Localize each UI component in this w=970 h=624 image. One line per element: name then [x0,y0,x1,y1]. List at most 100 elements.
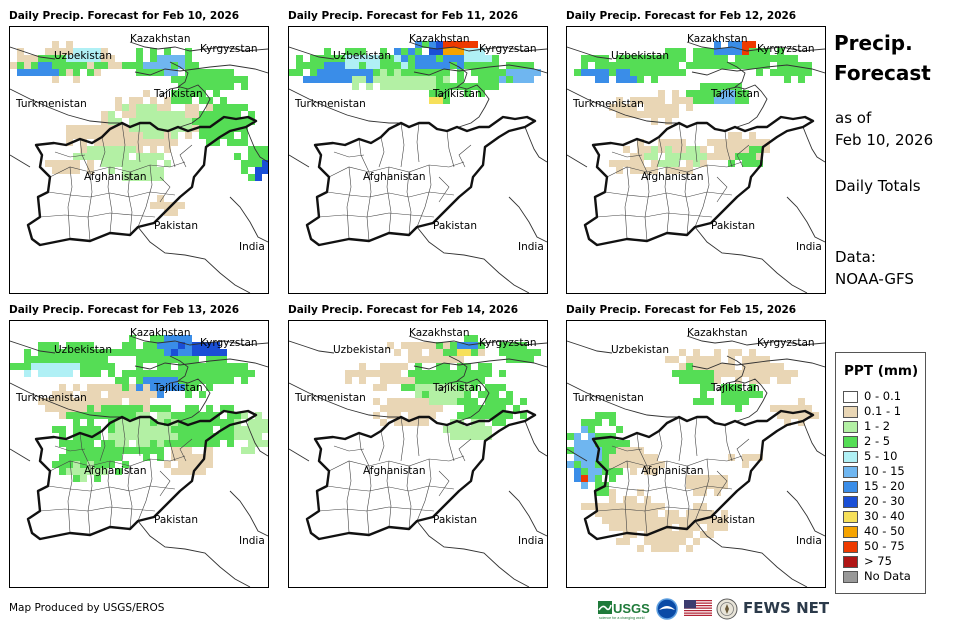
sidebar-title: Precip. Forecast [834,28,931,88]
country-label-kyrgyzstan: Kyrgyzstan [479,43,537,55]
country-label-afghanistan: Afghanistan [363,171,426,183]
legend-item: 1 - 2 [843,419,890,433]
country-label-kyrgyzstan: Kyrgyzstan [757,43,815,55]
precip-field [10,41,268,216]
country-label-pakistan: Pakistan [711,514,755,526]
province-boundaries [318,416,472,536]
country-label-tajikistan: Tajikistan [154,382,203,394]
legend-swatch [843,495,858,508]
country-label-afghanistan: Afghanistan [363,465,426,477]
noaa-logo-icon [656,598,678,624]
panel-title-1: Daily Precip. Forecast for Feb 10, 2026 [9,10,240,22]
legend-item: 15 - 20 [843,479,905,493]
panel-title-6: Daily Precip. Forecast for Feb 15, 2026 [566,304,797,316]
country-label-kazakhstan: Kazakhstan [687,33,748,45]
legend-item: 5 - 10 [843,449,897,463]
country-label-turkmenistan: Turkmenistan [295,98,366,110]
legend-swatch [843,390,858,403]
afghanistan-border [305,115,537,247]
usgs-logo: USGS science for a changing world [598,598,650,624]
precip-map [10,335,268,587]
state-department-seal-icon [716,598,738,624]
map-panel-feb11: Kazakhstan Kyrgyzstan Uzbekistan Tajikistan… [288,26,548,294]
afghanistan-border [26,115,258,247]
map-panel-feb10: Kazakhstan Kyrgyzstan Uzbekistan Tajikistan… [9,26,269,294]
legend-swatch [843,435,858,448]
country-label-kyrgyzstan: Kyrgyzstan [479,337,537,349]
legend-swatch [843,480,858,493]
country-label-kazakhstan: Kazakhstan [409,33,470,45]
country-label-afghanistan: Afghanistan [84,465,147,477]
usgs-tagline: science for a changing world [599,616,645,620]
legend-swatch [843,540,858,553]
country-label-tajikistan: Tajikistan [711,88,760,100]
country-label-kazakhstan: Kazakhstan [130,33,191,45]
country-label-uzbekistan: Uzbekistan [611,50,669,62]
fews-net-logo: FEWS NET [743,599,830,617]
as-of-date: Feb 10, 2026 [835,131,934,149]
country-label-tajikistan: Tajikistan [433,382,482,394]
legend-item: > 75 [843,554,892,568]
legend-label: 5 - 10 [864,449,898,463]
province-boundaries [596,122,750,242]
usgs-logo-text: USGS [613,601,650,616]
province-boundaries [39,416,193,536]
country-label-turkmenistan: Turkmenistan [573,98,644,110]
country-label-uzbekistan: Uzbekistan [333,344,391,356]
country-label-kazakhstan: Kazakhstan [687,327,748,339]
daily-totals-label: Daily Totals [835,177,921,195]
map-panel-feb14: Kazakhstan Kyrgyzstan Uzbekistan Tajikistan… [288,320,548,588]
province-boundaries [596,416,750,536]
precip-map [289,335,547,587]
us-flag-icon [684,600,712,620]
precip-field [345,335,541,440]
country-label-uzbekistan: Uzbekistan [333,50,391,62]
legend-swatch [843,465,858,478]
map-panel-feb13: Kazakhstan Kyrgyzstan Uzbekistan Tajikistan… [9,320,269,588]
panel-title-5: Daily Precip. Forecast for Feb 14, 2026 [288,304,519,316]
precip-map [289,41,547,293]
legend-swatch [843,525,858,538]
country-label-uzbekistan: Uzbekistan [54,344,112,356]
legend-label: No Data [864,569,911,583]
legend-swatch [843,570,858,583]
precip-map [567,335,825,587]
legend-swatch [843,510,858,523]
country-label-pakistan: Pakistan [711,220,755,232]
legend-label: > 75 [864,554,892,568]
country-label-tajikistan: Tajikistan [433,88,482,100]
province-boundaries [39,122,193,242]
legend-item: No Data [843,569,911,583]
country-label-turkmenistan: Turkmenistan [573,392,644,404]
country-label-pakistan: Pakistan [433,220,477,232]
sidebar-title-line1: Precip. [834,31,913,55]
panel-title-3: Daily Precip. Forecast for Feb 12, 2026 [566,10,797,22]
precip-field [567,349,819,552]
afghanistan-border [583,409,815,541]
precip-field [289,41,541,104]
legend-swatch [843,420,858,433]
country-label-kyrgyzstan: Kyrgyzstan [200,337,258,349]
legend-label: 10 - 15 [864,464,905,478]
country-label-afghanistan: Afghanistan [641,171,704,183]
province-boundaries [318,122,472,242]
legend-item: 50 - 75 [843,539,905,553]
legend-label: 2 - 5 [864,434,891,448]
country-label-india: India [518,241,544,253]
legend-item: 40 - 50 [843,524,905,538]
country-label-turkmenistan: Turkmenistan [295,392,366,404]
country-label-turkmenistan: Turkmenistan [16,392,87,404]
legend-item: 10 - 15 [843,464,905,478]
country-label-india: India [796,535,822,547]
legend-item: 2 - 5 [843,434,890,448]
sidebar-title-line2: Forecast [834,61,931,85]
country-label-turkmenistan: Turkmenistan [16,98,87,110]
legend-swatch [843,555,858,568]
legend-label: 40 - 50 [864,524,905,538]
afghanistan-border [583,115,815,247]
map-panel-feb12: Kazakhstan Kyrgyzstan Uzbekistan Tajikistan… [566,26,826,294]
country-label-uzbekistan: Uzbekistan [54,50,112,62]
precip-field [10,335,268,482]
legend-item: 0 - 0.1 [843,389,901,403]
country-boundaries [10,335,268,587]
